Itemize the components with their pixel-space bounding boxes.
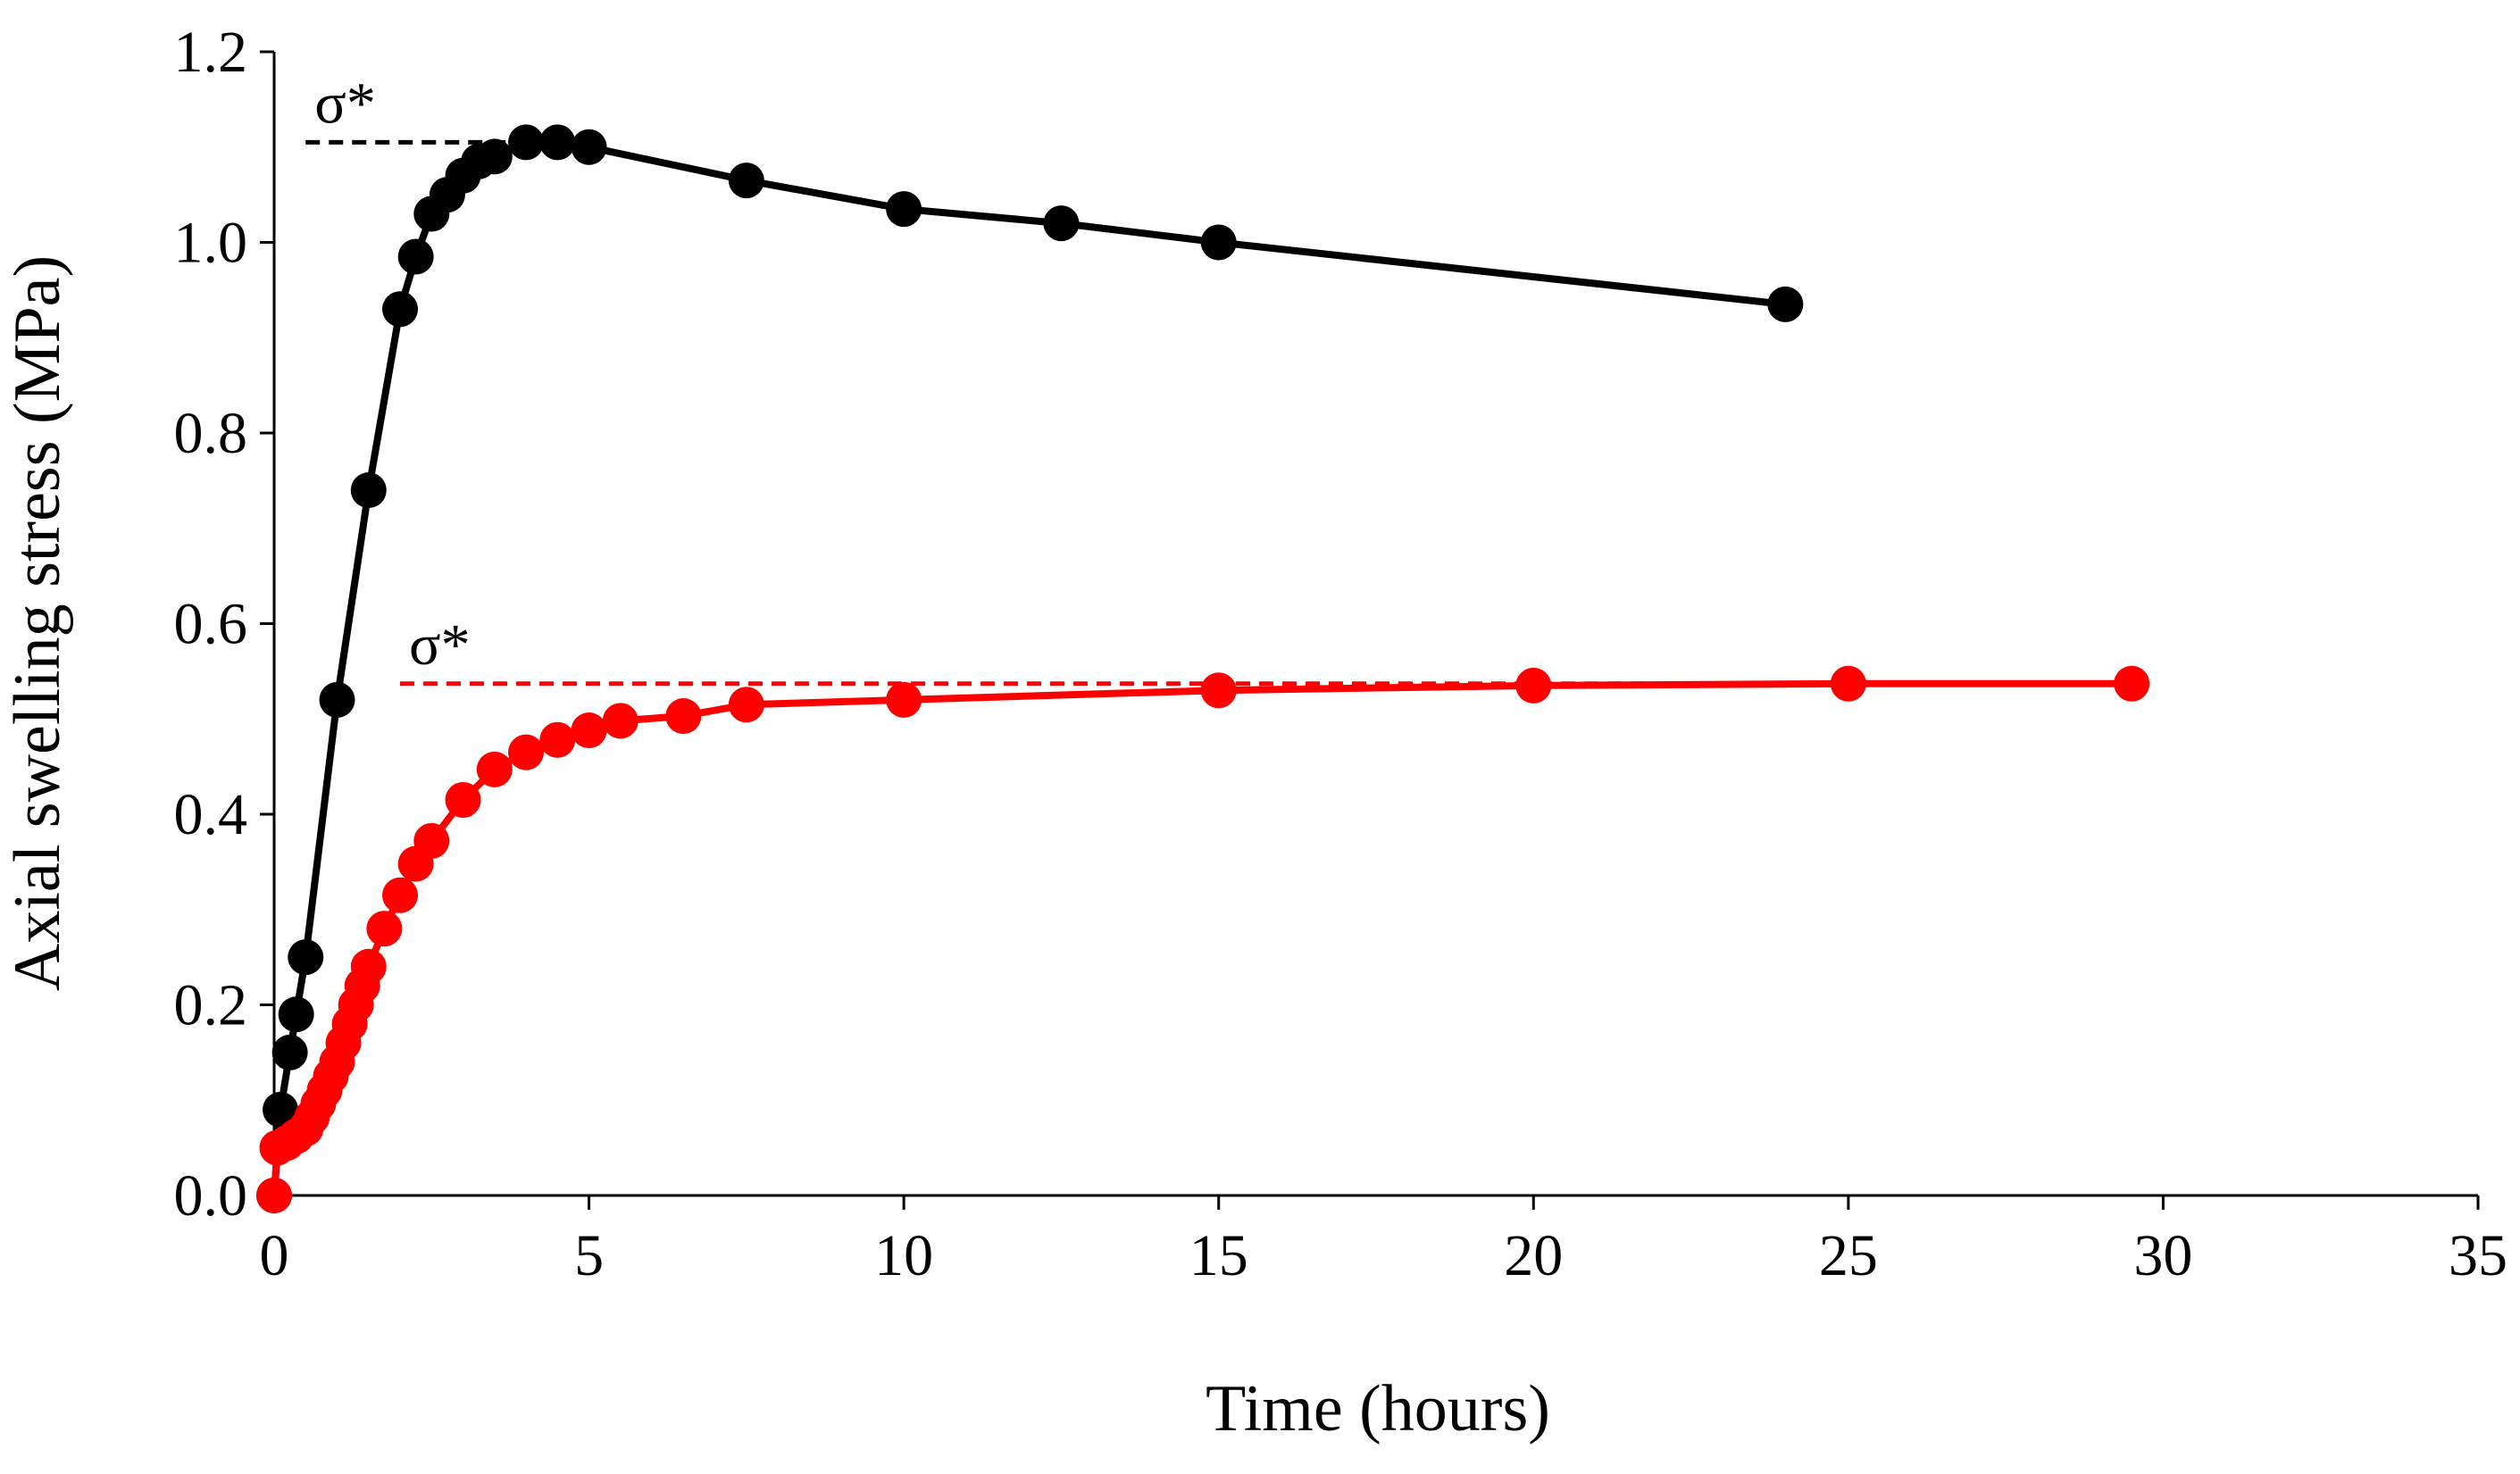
x-tick-label-15: 15: [1189, 1223, 1248, 1288]
series-red-line: [271, 679, 2132, 1196]
tick-marks: [260, 50, 2480, 1210]
series-black-point-8: [397, 238, 434, 275]
y-tick-label-4: 0.8: [174, 401, 248, 466]
series-black: [256, 124, 1804, 1213]
series-black-point-13: [476, 138, 513, 175]
series-red-point-21: [508, 734, 545, 770]
series-black-point-20: [1200, 224, 1237, 261]
sigma-star-red-label: σ*: [409, 612, 471, 678]
series-black-point-16: [571, 129, 607, 165]
x-tick-label-20: 20: [1504, 1223, 1563, 1288]
series-red-point-31: [2114, 665, 2150, 702]
y-tick-label-0: 0.0: [174, 1163, 248, 1228]
y-axis-title: Axial swelling stress (MPa): [1, 255, 74, 991]
series-black-point-18: [886, 191, 922, 228]
y-tick-label-1: 0.2: [174, 973, 248, 1038]
series-black-line: [271, 138, 1786, 1196]
series-red-point-20: [476, 751, 513, 787]
series-red-point-29: [1515, 667, 1552, 704]
series-black-point-1: [263, 1091, 299, 1128]
x-tick-label-25: 25: [1819, 1223, 1878, 1288]
series-black-point-3: [278, 996, 314, 1033]
series-black-point-21: [1767, 286, 1804, 322]
series-black-point-5: [319, 681, 355, 718]
series-black-point-7: [382, 291, 419, 328]
y-tick-label-5: 1.0: [174, 211, 248, 276]
axes: [272, 52, 2478, 1197]
series-red: [256, 665, 2150, 1213]
series-red-point-14: [350, 948, 387, 985]
x-tick-label-10: 10: [874, 1223, 933, 1288]
x-tick-label-0: 0: [260, 1223, 289, 1288]
series-black-point-6: [350, 472, 387, 509]
series-red-point-28: [1200, 672, 1237, 709]
x-tick-label-30: 30: [2133, 1223, 2192, 1288]
x-axis-title: Time (hours): [1206, 1372, 1550, 1445]
tick-labels: 0 5 10 15 20 25 30 35 0.0 0.2 0.4 0.6 0.8 1.0 1.2: [174, 20, 2508, 1288]
series-black-point-19: [1043, 205, 1080, 242]
y-tick-label-6: 1.2: [174, 20, 248, 85]
series-red-point-30: [1830, 665, 1866, 702]
series-black-point-2: [271, 1034, 308, 1070]
series-group: [256, 124, 2150, 1213]
x-tick-label-35: 35: [2449, 1223, 2507, 1288]
series-black-point-4: [288, 939, 324, 976]
series-red-point-25: [665, 698, 702, 735]
reference-lines: σ* σ*: [305, 71, 2132, 687]
series-red-point-24: [602, 703, 638, 739]
series-red-point-18: [413, 822, 450, 859]
series-red-point-16: [382, 877, 419, 913]
series-red-point-23: [571, 712, 607, 749]
y-tick-label-2: 0.4: [174, 782, 248, 847]
series-red-point-26: [728, 687, 764, 723]
series-red-point-0: [256, 1178, 292, 1213]
sigma-star-black-label: σ*: [314, 71, 376, 136]
series-red-point-19: [445, 781, 481, 818]
series-red-point-15: [366, 911, 403, 947]
series-black-point-14: [508, 124, 545, 161]
x-tick-label-5: 5: [574, 1223, 604, 1288]
series-black-point-15: [539, 124, 576, 161]
series-red-point-27: [886, 681, 922, 718]
series-black-point-17: [728, 162, 764, 199]
y-tick-label-3: 0.6: [174, 592, 248, 657]
series-red-point-22: [539, 721, 576, 758]
